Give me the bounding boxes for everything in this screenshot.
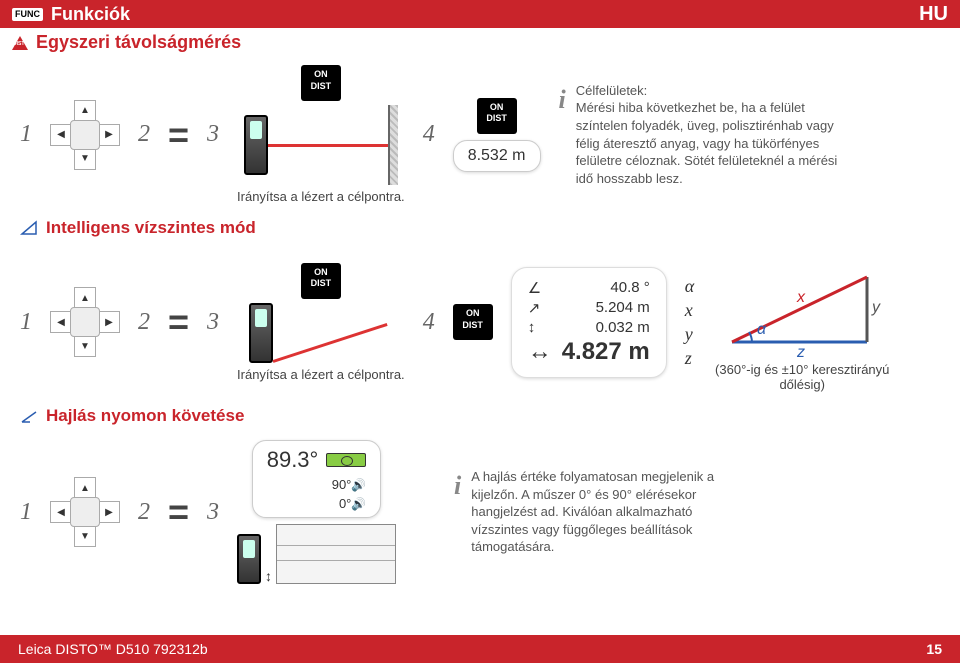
section3: 1 ▲ ▼ ◀ ▶ 2 = 3 89.3° 90°🔊 0°🔊 ↕ i A haj [0, 432, 960, 592]
header-title: Funkciók [51, 4, 130, 25]
s2-step-3: 3 [207, 309, 219, 336]
footer-page: 15 [926, 641, 942, 657]
caption-2: Irányítsa a lézert a célpontra. [237, 367, 405, 382]
dpad-up[interactable]: ▲ [74, 477, 96, 499]
svg-text:x: x [796, 289, 806, 306]
cabinet-icon [276, 524, 396, 584]
dpad-right[interactable]: ▶ [98, 311, 120, 333]
info-text-1: Célfelületek: Mérési hiba következhet be… [576, 82, 839, 187]
lbl-z: z [685, 348, 694, 369]
lbl-alpha: α [685, 276, 694, 297]
dpad-center[interactable] [70, 120, 100, 150]
dpad-up[interactable]: ▲ [74, 287, 96, 309]
section1: 1 ▲ ▼ ◀ ▶ 2 = 3 ONDIST Irányítsa a lézer… [0, 57, 960, 212]
result-bubble: 8.532 m [453, 140, 541, 172]
s3-step-2: 2 [138, 499, 150, 526]
info-icon: i [559, 82, 566, 117]
horizontal-mode-icon [20, 220, 38, 236]
device-icon [244, 115, 268, 175]
device-icon [249, 303, 273, 363]
s3-step-3: 3 [207, 499, 219, 526]
level-icon [326, 453, 366, 467]
sound-icon: 🔊 [351, 497, 366, 511]
dpad-left[interactable]: ◀ [50, 124, 72, 146]
on-dist-button-4[interactable]: ONDIST [453, 304, 493, 340]
dpad-right[interactable]: ▶ [98, 501, 120, 523]
wall-icon [388, 105, 398, 185]
tilt-icon [20, 408, 38, 424]
info-text-3: A hajlás értéke folyamatosan megjelenik … [471, 468, 734, 556]
equals-icon: = [168, 114, 189, 156]
on-dist-button-1[interactable]: ONDIST [301, 65, 341, 101]
triangle-diagram: x y z α [717, 252, 887, 362]
equals-icon: = [168, 301, 189, 343]
svg-text:y: y [871, 299, 881, 316]
val-x: 5.204 m [596, 299, 650, 317]
on-dist-button-3[interactable]: ONDIST [301, 263, 341, 299]
header-bar: FUNC Funkciók HU [0, 0, 960, 28]
lbl-x: x [685, 300, 694, 321]
sound-icon: 🔊 [351, 478, 366, 492]
svg-text:α: α [757, 321, 767, 338]
s2-step-1: 1 [20, 309, 32, 336]
s2-step-2: 2 [138, 309, 150, 336]
section2: 1 ▲ ▼ ◀ ▶ 2 = 3 ONDIST Irányítsa a lézer… [0, 244, 960, 400]
dpad-left[interactable]: ◀ [50, 501, 72, 523]
equals-icon: = [168, 491, 189, 533]
dpad-2: ▲ ▼ ◀ ▶ [50, 287, 120, 357]
footer-bar: Leica DISTO™ D510 792312b 15 [0, 635, 960, 663]
header-lang: HU [919, 3, 948, 26]
laser-line [268, 144, 388, 147]
section2-title: Intelligens vízszintes mód [46, 218, 256, 238]
footer-model: Leica DISTO™ D510 792312b [18, 641, 208, 657]
svg-text:z: z [796, 344, 805, 361]
dpad-up[interactable]: ▲ [74, 100, 96, 122]
section1-title-row: Egyszeri távolságmérés [0, 28, 960, 57]
on-dist-button-2[interactable]: ONDIST [477, 98, 517, 134]
device-vertical [237, 534, 261, 584]
angle-0: 0° [339, 496, 351, 511]
dist-triangle-icon [12, 36, 28, 50]
dpad-center[interactable] [70, 497, 100, 527]
step-2: 2 [138, 121, 150, 148]
section2-title-row: Intelligens vízszintes mód [0, 212, 960, 244]
updown-arrow-icon: ↕ [265, 568, 272, 584]
angle-bubble: 89.3° 90°🔊 0°🔊 [252, 440, 382, 518]
dpad-down[interactable]: ▼ [74, 525, 96, 547]
dpad-down[interactable]: ▼ [74, 148, 96, 170]
angle-value: 89.3° [267, 447, 319, 473]
func-badge: FUNC [12, 8, 43, 21]
val-alpha: 40.8 ° [610, 279, 649, 297]
dpad-down[interactable]: ▼ [74, 335, 96, 357]
s3-step-1: 1 [20, 499, 32, 526]
lbl-y: y [685, 324, 694, 345]
result-screen: ∠40.8 ° ↗5.204 m ↕0.032 m ↔4.827 m [511, 267, 667, 378]
step-4: 4 [423, 121, 435, 148]
step-1: 1 [20, 121, 32, 148]
s2-step-4: 4 [423, 309, 435, 336]
info-box-1: i Célfelületek: Mérési hiba következhet … [559, 82, 839, 187]
info-icon: i [454, 468, 461, 503]
laser-angled [272, 322, 387, 362]
info-box-3: i A hajlás értéke folyamatosan megjeleni… [454, 468, 734, 556]
val-y: 0.032 m [596, 319, 650, 336]
dpad-3: ▲ ▼ ◀ ▶ [50, 477, 120, 547]
dpad-left[interactable]: ◀ [50, 311, 72, 333]
dpad-1: ▲ ▼ ◀ ▶ [50, 100, 120, 170]
val-z: 4.827 m [562, 338, 650, 366]
dpad-center[interactable] [70, 307, 100, 337]
section3-title: Hajlás nyomon követése [46, 406, 244, 426]
note-text: (360°-ig és ±10° keresztirányú dőlésig) [712, 362, 892, 392]
step-3: 3 [207, 121, 219, 148]
label-column: α x y z [685, 276, 694, 369]
caption-1: Irányítsa a lézert a célpontra. [237, 189, 405, 204]
section3-title-row: Hajlás nyomon követése [0, 400, 960, 432]
angle-90: 90° [332, 477, 352, 492]
dpad-right[interactable]: ▶ [98, 124, 120, 146]
section1-title: Egyszeri távolságmérés [36, 32, 241, 53]
